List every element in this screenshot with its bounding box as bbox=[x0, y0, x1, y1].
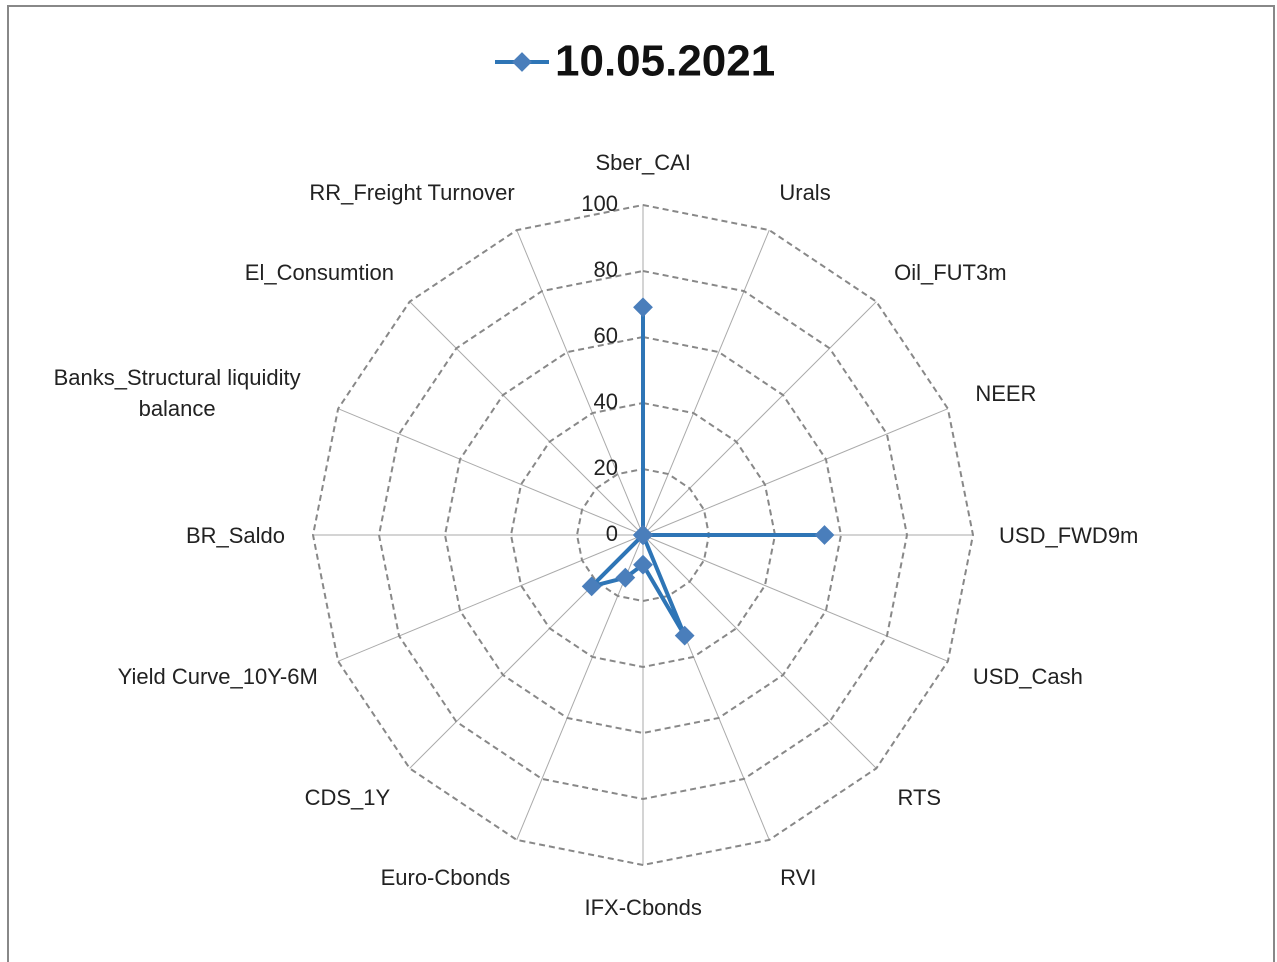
spoke bbox=[642, 408, 949, 536]
spoke bbox=[642, 534, 877, 769]
data-marker bbox=[633, 554, 653, 575]
spoke bbox=[337, 408, 644, 536]
legend-marker bbox=[512, 52, 532, 72]
r-tick-label: 20 bbox=[594, 455, 618, 480]
r-tick-label: 0 bbox=[606, 521, 618, 546]
category-label: Banks_Structural liquidity balance bbox=[53, 365, 301, 422]
spoke bbox=[516, 229, 644, 536]
category-label: Sber_CAI bbox=[595, 150, 691, 175]
r-tick-label: 80 bbox=[594, 257, 618, 282]
r-tick-label: 100 bbox=[581, 191, 618, 216]
category-label: El_Consumtion bbox=[244, 260, 394, 286]
data-marker bbox=[615, 567, 636, 588]
category-label: CDS_1Y bbox=[304, 784, 391, 810]
grid-line bbox=[575, 467, 711, 603]
grid-line bbox=[509, 401, 777, 669]
spoke bbox=[516, 534, 644, 841]
legend-label: 10.05.2021 bbox=[555, 37, 775, 86]
spoke bbox=[409, 301, 644, 536]
category-label: Urals bbox=[779, 179, 831, 205]
data-marker bbox=[581, 576, 602, 597]
category-label: BR_Saldo bbox=[185, 522, 286, 548]
data-marker bbox=[633, 525, 653, 545]
category-label: Oil_FUT3m bbox=[894, 260, 1007, 286]
category-label: IFX-Cbonds bbox=[584, 895, 702, 920]
grid-line bbox=[377, 269, 909, 801]
data-marker bbox=[674, 625, 695, 646]
category-label: Yield Curve_10Y-6M bbox=[117, 664, 318, 690]
data-marker bbox=[633, 297, 653, 318]
grid-line bbox=[311, 203, 975, 867]
chart-frame bbox=[7, 5, 1275, 962]
category-label: USD_Cash bbox=[972, 664, 1083, 690]
spoke bbox=[337, 534, 644, 662]
category-label: RVI bbox=[780, 865, 817, 891]
category-label: Euro-Cbonds bbox=[380, 865, 511, 891]
category-label: USD_FWD9m bbox=[999, 522, 1139, 548]
spoke bbox=[642, 534, 949, 662]
r-tick-label: 60 bbox=[594, 323, 618, 348]
r-tick-label: 40 bbox=[594, 389, 618, 414]
grid-line bbox=[443, 335, 843, 735]
category-label: RTS bbox=[897, 784, 942, 810]
spoke bbox=[642, 301, 877, 536]
category-label: NEER bbox=[975, 380, 1037, 406]
series-line bbox=[589, 305, 827, 638]
category-label: RR_Freight Turnover bbox=[309, 179, 515, 205]
spoke bbox=[642, 229, 770, 536]
data-marker bbox=[814, 525, 835, 545]
